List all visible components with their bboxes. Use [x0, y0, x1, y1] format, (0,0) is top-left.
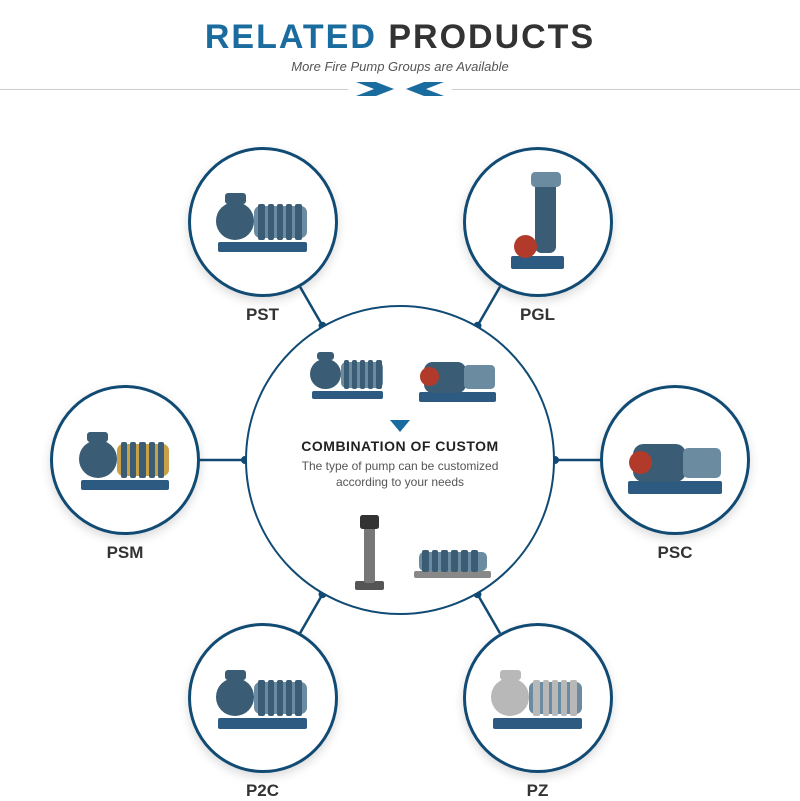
product-node-psc[interactable]: PSC: [600, 385, 750, 563]
product-label-p2c: P2C: [188, 781, 338, 801]
center-pump-tl: [305, 345, 390, 405]
product-node-pz[interactable]: PZ: [463, 623, 613, 801]
product-circle-pz[interactable]: [463, 623, 613, 773]
page-title-accent: RELATED: [205, 18, 377, 56]
divider-deco-right: [406, 82, 446, 96]
product-node-pgl[interactable]: PGL: [463, 147, 613, 325]
product-node-pst[interactable]: PST: [188, 147, 338, 325]
product-label-pgl: PGL: [463, 305, 613, 325]
product-diagram: COMBINATION OF CUSTOM The type of pump ca…: [0, 95, 800, 800]
product-circle-psc[interactable]: [600, 385, 750, 535]
divider-deco-left: [354, 82, 394, 96]
center-pump-br: [410, 530, 495, 590]
pump-icon: [623, 423, 728, 497]
product-circle-pst[interactable]: [188, 147, 338, 297]
center-description: The type of pump can be customized accor…: [290, 458, 510, 490]
product-label-psm: PSM: [50, 543, 200, 563]
page-subtitle: More Fire Pump Groups are Available: [0, 59, 800, 74]
product-circle-pgl[interactable]: [463, 147, 613, 297]
chevron-down-icon: [390, 420, 410, 432]
center-pump-bl: [355, 515, 384, 592]
divider-line-right: [452, 89, 800, 90]
center-pump-tr: [415, 345, 500, 405]
pump-icon: [506, 172, 569, 272]
center-content: COMBINATION OF CUSTOM The type of pump ca…: [290, 420, 510, 490]
pump-icon: [210, 185, 315, 259]
divider-line-left: [0, 89, 348, 90]
product-node-psm[interactable]: PSM: [50, 385, 200, 563]
pump-icon: [73, 423, 178, 497]
pump-icon: [485, 661, 590, 735]
center-title: COMBINATION OF CUSTOM: [290, 438, 510, 454]
pump-icon: [210, 661, 315, 735]
product-label-psc: PSC: [600, 543, 750, 563]
product-node-p2c[interactable]: P2C: [188, 623, 338, 801]
product-circle-p2c[interactable]: [188, 623, 338, 773]
product-circle-psm[interactable]: [50, 385, 200, 535]
product-label-pst: PST: [188, 305, 338, 325]
page-title-rest: PRODUCTS: [377, 18, 595, 56]
header-divider: [0, 82, 800, 96]
product-label-pz: PZ: [463, 781, 613, 801]
